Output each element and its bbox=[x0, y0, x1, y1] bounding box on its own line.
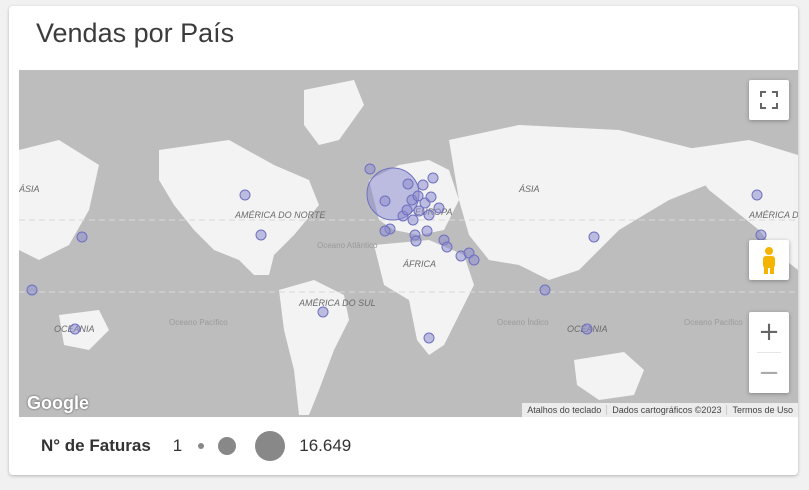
country-sales-bubble[interactable] bbox=[26, 284, 38, 296]
country-sales-bubble[interactable] bbox=[364, 163, 376, 175]
terms-of-use-link[interactable]: Termos de Uso bbox=[726, 405, 798, 415]
fullscreen-button[interactable] bbox=[749, 80, 789, 120]
label-pacific-ocean-left: Oceano Pacífico bbox=[169, 318, 228, 327]
country-sales-bubble[interactable] bbox=[751, 189, 763, 201]
country-sales-bubble[interactable] bbox=[423, 332, 435, 344]
label-asia-left: ÁSIA bbox=[19, 184, 40, 194]
label-north-america-right: AMÉRICA DO NORTE bbox=[748, 210, 798, 220]
map-attribution: Atalhos do teclado Dados cartográficos ©… bbox=[522, 403, 798, 417]
street-view-pegman[interactable] bbox=[749, 240, 789, 280]
country-sales-bubble[interactable] bbox=[255, 229, 267, 241]
country-sales-bubble[interactable] bbox=[539, 284, 551, 296]
country-sales-bubble[interactable] bbox=[588, 231, 600, 243]
country-sales-bubble[interactable] bbox=[755, 229, 767, 241]
landmasses bbox=[19, 80, 798, 415]
sales-bubbles bbox=[26, 163, 767, 344]
map-data-credit: Dados cartográficos ©2023 bbox=[606, 405, 726, 415]
card-title: Vendas por País bbox=[36, 18, 235, 48]
country-sales-bubble[interactable] bbox=[69, 323, 81, 335]
world-map[interactable]: ÁSIA AMÉRICA DO NORTE ÁFRICA AMÉRICA DO … bbox=[19, 70, 798, 417]
country-sales-bubble[interactable] bbox=[401, 204, 413, 216]
country-sales-bubble[interactable] bbox=[441, 241, 453, 253]
country-sales-bubble[interactable] bbox=[468, 254, 480, 266]
fullscreen-icon bbox=[760, 91, 778, 109]
legend-dot-medium bbox=[218, 437, 237, 455]
sales-by-country-card: Vendas por País bbox=[9, 6, 798, 475]
legend-dot-large bbox=[255, 431, 286, 461]
country-sales-bubble[interactable] bbox=[402, 178, 414, 190]
label-europe: EUROPA bbox=[415, 207, 452, 217]
label-indian-ocean: Oceano Índico bbox=[497, 318, 549, 327]
label-north-america: AMÉRICA DO NORTE bbox=[234, 210, 327, 220]
country-sales-bubble[interactable] bbox=[412, 190, 424, 202]
legend-min-value: 1 bbox=[172, 436, 183, 455]
label-atlantic-ocean: Oceano Atlântico bbox=[317, 241, 378, 250]
label-pacific-ocean-right: Oceano Pacífico bbox=[684, 318, 743, 327]
country-sales-bubble[interactable] bbox=[317, 306, 329, 318]
label-south-america: AMÉRICA DO SUL bbox=[298, 298, 376, 308]
zoom-out-button[interactable]: − bbox=[758, 358, 780, 388]
legend-dot-small bbox=[198, 443, 205, 449]
legend-max-value: 16.649 bbox=[299, 436, 352, 455]
map-canvas: ÁSIA AMÉRICA DO NORTE ÁFRICA AMÉRICA DO … bbox=[19, 80, 798, 415]
country-sales-bubble[interactable] bbox=[433, 202, 445, 214]
country-sales-bubble[interactable] bbox=[427, 172, 439, 184]
size-legend: N° de Faturas 1 16.649 bbox=[41, 431, 352, 461]
google-logo[interactable]: Google bbox=[27, 393, 89, 413]
country-sales-bubble[interactable] bbox=[410, 235, 422, 247]
country-sales-bubble[interactable] bbox=[423, 209, 435, 221]
country-sales-bubble[interactable] bbox=[413, 205, 425, 217]
country-sales-bubble[interactable] bbox=[425, 191, 437, 203]
country-sales-bubble[interactable] bbox=[379, 195, 391, 207]
zoom-in-button[interactable]: + bbox=[758, 317, 780, 347]
zoom-divider bbox=[757, 352, 781, 353]
country-sales-bubble[interactable] bbox=[407, 214, 419, 226]
country-sales-bubble[interactable] bbox=[379, 225, 391, 237]
country-sales-bubble[interactable] bbox=[421, 225, 433, 237]
country-sales-bubble[interactable] bbox=[417, 179, 429, 191]
country-sales-bubble[interactable] bbox=[581, 323, 593, 335]
pegman-icon bbox=[763, 247, 775, 274]
zoom-controls: + − bbox=[749, 312, 789, 393]
country-sales-bubble[interactable] bbox=[239, 189, 251, 201]
label-asia: ÁSIA bbox=[518, 184, 540, 194]
label-africa: ÁFRICA bbox=[402, 259, 436, 269]
legend-title: N° de Faturas bbox=[41, 436, 151, 455]
country-sales-bubble[interactable] bbox=[76, 231, 88, 243]
keyboard-shortcuts-link[interactable]: Atalhos do teclado bbox=[527, 405, 602, 415]
